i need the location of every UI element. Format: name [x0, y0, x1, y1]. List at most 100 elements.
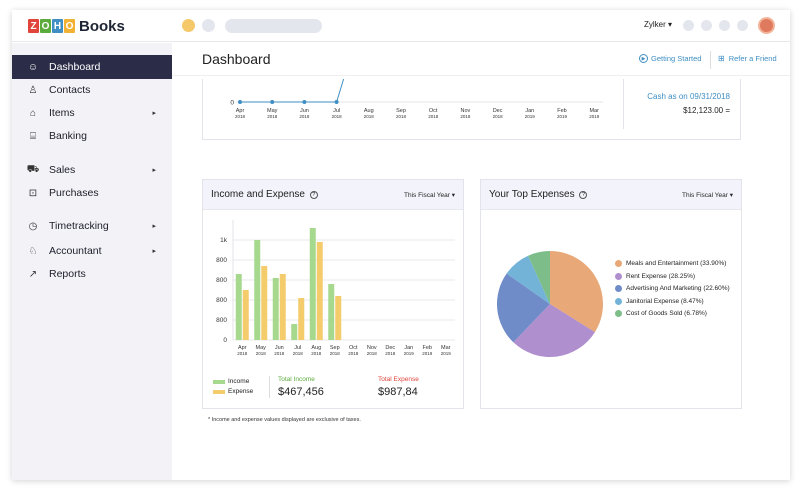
cash-flow-series-line — [336, 79, 345, 103]
search-bar[interactable] — [225, 19, 322, 33]
period-dropdown[interactable]: This Fiscal Year ▾ — [404, 191, 455, 199]
sidebar-item-label: Contacts — [49, 84, 91, 96]
income-bar — [272, 278, 279, 340]
sidebar-item-items[interactable]: ⌂ Items ▸ — [12, 101, 172, 125]
pie-legend-label: Advertising And Marketing (22.60%) — [626, 285, 730, 292]
pie-legend-item: Cost of Goods Sold (6.78%) — [615, 310, 707, 317]
bag-icon: ⊡ — [28, 187, 38, 199]
x-tick-year: 2018 — [267, 114, 278, 119]
x-tick-year: 2019 — [557, 114, 568, 119]
cash-flow-point — [238, 100, 242, 104]
pie-slice — [528, 251, 550, 304]
sidebar-item-contacts[interactable]: ♙ Contacts — [12, 78, 172, 102]
x-tick-year: 2019 — [589, 114, 600, 119]
accountant-icon: ♘ — [28, 245, 38, 257]
placeholder-dot[interactable] — [202, 19, 215, 32]
legend-dot — [615, 310, 622, 317]
period-dropdown[interactable]: This Fiscal Year ▾ — [682, 191, 733, 199]
help-icon[interactable]: ? — [309, 191, 318, 199]
x-tick-year: 2018 — [348, 351, 359, 356]
x-tick-year: 2018 — [274, 351, 285, 356]
x-tick-year: 2018 — [332, 114, 343, 119]
divider — [269, 376, 270, 398]
pie-legend-item: Janitorial Expense (8.47%) — [615, 297, 704, 305]
expense-bar — [242, 290, 249, 340]
x-tick-year: 2018 — [428, 114, 439, 119]
sidebar-item-timetracking[interactable]: ◷ Timetracking ▸ — [12, 214, 172, 238]
legend-dot — [615, 297, 622, 305]
y-tick-label: 800 — [216, 317, 227, 324]
x-tick-label: Sep — [396, 108, 406, 114]
legend-income-label: Income — [228, 378, 250, 385]
legend-income: Income — [213, 378, 249, 385]
total-expense-label: Total Expense — [378, 376, 419, 383]
x-tick-year: 2018 — [367, 351, 378, 356]
zoho-books-logo[interactable]: Z O H O Books — [28, 17, 125, 35]
sidebar-item-label: Sales — [49, 164, 76, 176]
expense-bar — [335, 296, 342, 340]
sidebar-item-label: Accountant — [49, 245, 102, 257]
sidebar-item-reports[interactable]: ↗ Reports — [12, 262, 172, 286]
period-label: This Fiscal Year — [404, 192, 450, 199]
sidebar-item-label: Dashboard — [49, 61, 101, 73]
page-header: Dashboard ▶ Getting Started ⊞ Refer a Fr… — [172, 43, 790, 76]
income-expense-card: Income and Expense ? This Fiscal Year ▾ … — [202, 179, 464, 409]
top-action-icon[interactable] — [683, 20, 694, 31]
legend-expense: Expense — [213, 388, 253, 395]
x-tick-year: 2019 — [441, 351, 452, 356]
pie-legend-item: Meals and Entertainment (33.90%) — [615, 260, 726, 267]
card-header: Income and Expense ? This Fiscal Year ▾ — [203, 180, 463, 210]
top-action-icon[interactable] — [701, 20, 712, 31]
pie-slice — [497, 273, 550, 343]
user-avatar[interactable] — [758, 17, 775, 34]
x-tick-label: Mar — [441, 345, 451, 351]
cash-flow-point — [270, 100, 275, 104]
sidebar-item-accountant[interactable]: ♘ Accountant ▸ — [12, 239, 172, 263]
sidebar-item-label: Purchases — [49, 187, 99, 199]
pie-slice — [506, 255, 550, 304]
x-tick-year: 2018 — [293, 351, 304, 356]
top-action-icon[interactable] — [719, 20, 730, 31]
help-icon[interactable]: ? — [579, 191, 588, 199]
refer-friend-link[interactable]: ⊞ Refer a Friend — [718, 54, 777, 63]
sidebar-item-dashboard[interactable]: ☺ Dashboard — [12, 55, 172, 79]
cash-flow-chart: 0Apr2018May2018Jun2018Jul2018Aug2018Sep2… — [230, 79, 603, 119]
total-expense-value: $987,84 — [378, 386, 418, 398]
x-tick-label: Sep — [330, 345, 340, 351]
expense-bar — [316, 242, 323, 340]
x-tick-label: Feb — [557, 108, 566, 114]
sidebar-item-sales[interactable]: ⛟ Sales ▸ — [12, 158, 172, 182]
sidebar-item-label: Timetracking — [49, 220, 109, 232]
logo-letter: H — [52, 19, 63, 33]
organization-switcher[interactable]: Zylker ▾ — [644, 20, 673, 29]
y-tick-label: 800 — [216, 257, 227, 264]
logo-text: Books — [79, 17, 125, 35]
x-tick-year: 2018 — [330, 351, 341, 356]
total-income-value: $467,456 — [278, 386, 324, 398]
sidebar-item-label: Banking — [49, 130, 87, 142]
top-action-icon[interactable] — [737, 20, 748, 31]
chevron-right-icon: ▸ — [152, 167, 156, 174]
notification-dot[interactable] — [182, 19, 195, 32]
sidebar-item-banking[interactable]: ⌸ Banking — [12, 124, 172, 148]
expense-bar — [279, 274, 286, 340]
income-bar — [291, 324, 298, 340]
top-expenses-pie — [497, 251, 604, 357]
income-expense-chart: 08008008008001kApr2018May2018Jun2018Jul2… — [216, 220, 455, 356]
legend-swatch — [213, 379, 225, 384]
bank-icon: ⌸ — [30, 130, 36, 142]
x-tick-year: 2018 — [396, 114, 407, 119]
getting-started-link[interactable]: ▶ Getting Started — [639, 54, 701, 63]
income-expense-title: Income and Expense — [211, 189, 305, 200]
x-tick-label: Aug — [311, 345, 321, 351]
x-tick-year: 2018 — [235, 114, 246, 119]
pie-slice — [513, 304, 595, 357]
sidebar-item-purchases[interactable]: ⊡ Purchases — [12, 181, 172, 205]
x-tick-label: Feb — [423, 345, 432, 351]
page-title: Dashboard — [202, 51, 271, 67]
x-tick-label: Jun — [275, 345, 284, 351]
legend-swatch — [213, 389, 225, 394]
cash-flow-point — [334, 100, 339, 104]
cash-flow-card: 0 Apr 2018 May 2018 Jun 2018 Jul 2018 Aug 2018 Sep 2… — [202, 79, 741, 140]
pie-legend-item: Rent Expense (28.25%) — [615, 272, 695, 280]
